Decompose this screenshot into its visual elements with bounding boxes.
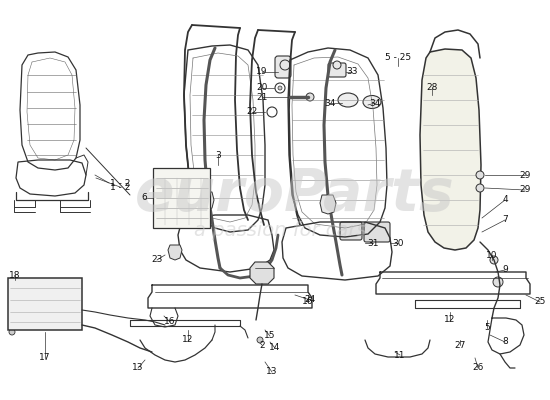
Circle shape <box>490 256 498 264</box>
Text: 6: 6 <box>141 194 147 202</box>
FancyBboxPatch shape <box>328 63 346 77</box>
Text: 19: 19 <box>256 68 268 76</box>
Text: 5 - 25: 5 - 25 <box>385 54 411 62</box>
Text: 34: 34 <box>324 98 336 108</box>
Polygon shape <box>8 278 82 330</box>
Text: 8: 8 <box>502 338 508 346</box>
Text: 27: 27 <box>454 340 466 350</box>
Text: 24: 24 <box>304 296 316 304</box>
Text: 13: 13 <box>132 364 144 372</box>
Text: 26: 26 <box>472 364 483 372</box>
Text: 4: 4 <box>502 196 508 204</box>
Text: 15: 15 <box>264 332 276 340</box>
Polygon shape <box>420 49 481 250</box>
Circle shape <box>493 277 503 287</box>
Text: 18: 18 <box>9 270 21 280</box>
Text: euroParts: euroParts <box>135 166 455 224</box>
Polygon shape <box>153 168 210 228</box>
Text: 14: 14 <box>270 344 280 352</box>
Polygon shape <box>168 245 182 260</box>
Text: 16: 16 <box>164 318 176 326</box>
Text: a passion for cars: a passion for cars <box>194 220 366 240</box>
Text: 17: 17 <box>39 354 51 362</box>
Text: 11: 11 <box>394 350 406 360</box>
Text: 12: 12 <box>444 316 456 324</box>
Ellipse shape <box>338 93 358 107</box>
Ellipse shape <box>363 96 381 108</box>
Text: 1 - 2: 1 - 2 <box>110 178 130 188</box>
Text: 20: 20 <box>256 84 268 92</box>
Text: 16: 16 <box>302 298 313 306</box>
Text: 5: 5 <box>484 324 490 332</box>
Circle shape <box>476 184 484 192</box>
Circle shape <box>306 93 314 101</box>
Circle shape <box>257 337 263 343</box>
Circle shape <box>9 329 15 335</box>
Polygon shape <box>250 262 274 284</box>
Text: 31: 31 <box>367 238 379 248</box>
Text: 29: 29 <box>519 170 531 180</box>
Text: 29: 29 <box>519 186 531 194</box>
Polygon shape <box>320 195 336 214</box>
Text: 1 - 2: 1 - 2 <box>110 182 130 192</box>
Text: 22: 22 <box>246 108 257 116</box>
Circle shape <box>333 61 341 69</box>
Text: 12: 12 <box>182 336 194 344</box>
Text: 30: 30 <box>392 238 404 248</box>
Text: 9: 9 <box>502 266 508 274</box>
FancyBboxPatch shape <box>364 222 390 242</box>
Text: 7: 7 <box>502 216 508 224</box>
Text: 25: 25 <box>534 298 546 306</box>
Text: 3: 3 <box>215 150 221 160</box>
Text: 33: 33 <box>346 68 358 76</box>
FancyBboxPatch shape <box>275 56 291 78</box>
Circle shape <box>278 86 282 90</box>
Circle shape <box>280 60 290 70</box>
Polygon shape <box>198 192 214 210</box>
Text: 13: 13 <box>266 368 278 376</box>
Text: 23: 23 <box>151 256 163 264</box>
Circle shape <box>476 171 484 179</box>
FancyBboxPatch shape <box>340 222 362 240</box>
Text: 34: 34 <box>369 98 381 108</box>
Text: 2: 2 <box>259 340 265 350</box>
Text: 28: 28 <box>426 84 438 92</box>
Text: 21: 21 <box>256 92 268 102</box>
Text: 10: 10 <box>486 250 498 260</box>
